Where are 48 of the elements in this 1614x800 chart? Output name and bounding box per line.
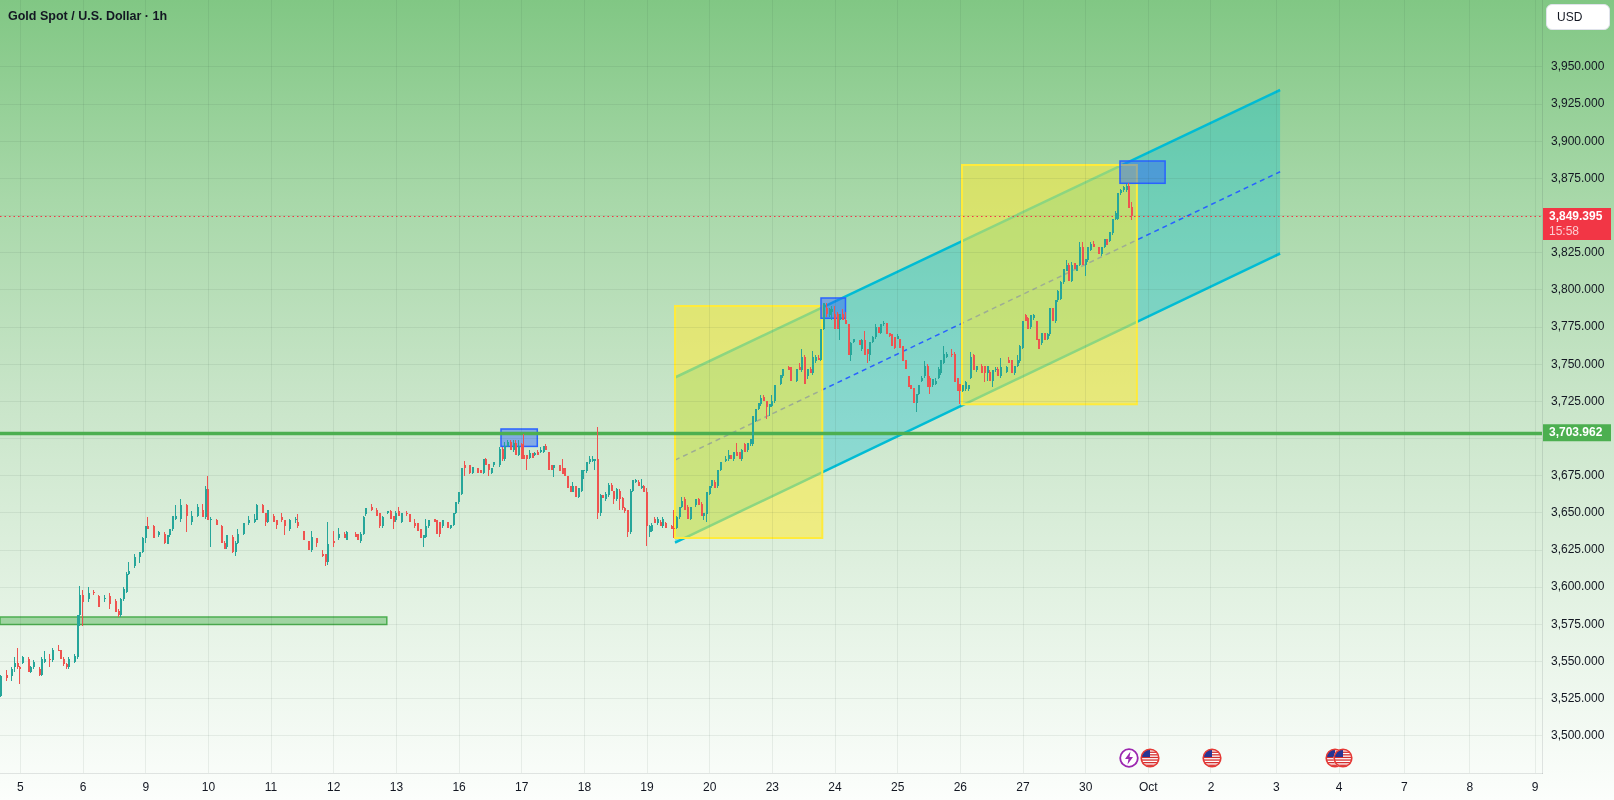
y-tick-label: 3,600.000: [1551, 579, 1605, 594]
y-tick-label: 3,725.000: [1551, 393, 1605, 408]
candlestick: [210, 517, 212, 547]
y-tick-label: 3,950.000: [1551, 59, 1605, 74]
x-tick-label: 3: [1273, 779, 1281, 794]
y-tick-label: 3,875.000: [1551, 170, 1605, 185]
y-tick-label: 3,500.000: [1551, 728, 1605, 743]
text: Gold Spot / U.S. Dollar · 1h: [8, 9, 168, 23]
ref-line-label: 3,849.395 15:58: [1549, 209, 1603, 239]
x-tick-label: 26: [953, 779, 968, 794]
x-tick-label: 12: [327, 779, 341, 794]
x-tick-label: 23: [765, 779, 780, 794]
x-tick-label: 8: [1466, 779, 1474, 794]
x-tick-label: 11: [264, 779, 278, 794]
y-tick-label: 3,650.000: [1551, 505, 1605, 520]
x-tick-label: 2: [1207, 779, 1215, 794]
x-tick-label: 9: [1531, 779, 1539, 794]
y-tick-label: 3,800.000: [1551, 282, 1605, 297]
x-tick-label: Oct: [1138, 779, 1159, 794]
y-axis-title: USD: [1546, 4, 1610, 30]
x-tick-label: 30: [1078, 779, 1093, 794]
y-tick-label: 3,525.000: [1551, 690, 1605, 705]
y-tick-label: 3,900.000: [1551, 133, 1605, 148]
y-tick-label: 3,550.000: [1551, 653, 1605, 668]
x-tick-label: 7: [1401, 779, 1409, 794]
x-tick-label: 4: [1335, 779, 1343, 794]
x-tick-label: 19: [640, 779, 655, 794]
x-tick-label: 9: [142, 779, 150, 794]
x-tick-label: 27: [1016, 779, 1030, 794]
x-tick-label: 18: [577, 779, 592, 794]
y-tick-label: 3,750.000: [1551, 356, 1605, 371]
candlestick: [49, 654, 51, 667]
y-tick-label: 3,625.000: [1551, 542, 1605, 557]
y-tick-label: 3,775.000: [1551, 319, 1605, 334]
x-tick-label: 24: [828, 779, 843, 794]
x-tick-label: 5: [17, 779, 25, 794]
x-tick-label: 10: [201, 779, 216, 794]
y-tick-label: 3,825.000: [1551, 245, 1605, 260]
y-tick-label: 3,925.000: [1551, 96, 1605, 111]
x-tick-label: 13: [389, 779, 404, 794]
ref-line-label: 3,703.962: [1549, 425, 1603, 440]
x-tick-label: 20: [703, 779, 717, 794]
y-tick-label: 3,575.000: [1551, 616, 1605, 631]
x-tick-label: 6: [79, 779, 87, 794]
x-tick-label: 25: [891, 779, 905, 794]
x-tick-label: 16: [452, 779, 467, 794]
x-tick-label: 17: [515, 779, 529, 794]
y-tick-label: 3,675.000: [1551, 468, 1605, 482]
